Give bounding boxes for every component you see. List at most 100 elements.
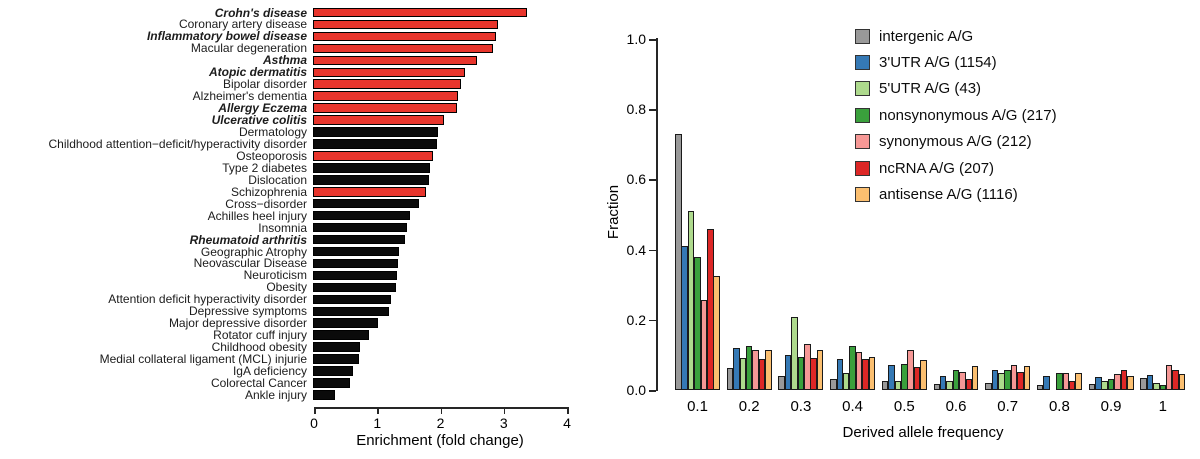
fraction-bar [784,354,792,390]
fraction-bar [862,359,869,390]
x-category-label: 0.3 [790,398,812,415]
fraction-bar [913,367,921,390]
fraction-bar [1075,373,1082,390]
disease-label: Rotator cuff injury [213,328,307,343]
disease-row: Dislocation [0,174,430,186]
fraction-bar [1023,366,1031,390]
fraction-y-axis-title: Fraction [605,184,622,240]
disease-label: Bipolar disorder [222,77,307,92]
disease-bar [313,79,461,89]
disease-bar [313,270,398,281]
fraction-bar [1017,371,1024,390]
disease-row: Rotator cuff injury [0,329,369,341]
disease-bar [313,139,437,149]
fraction-bar [687,210,695,390]
disease-row: Insomnia [0,222,408,234]
legend-swatch [855,28,870,44]
fraction-bar [855,352,863,390]
fraction-bar [1101,381,1108,390]
legend-label: 5'UTR A/G (43) [879,80,982,98]
disease-bar [313,282,396,293]
disease-row: Neovascular Disease [0,257,399,269]
legend-swatch [855,186,870,202]
disease-label: Depressive symptoms [188,304,307,319]
fraction-bar [830,379,837,390]
fraction-bar [752,349,759,390]
fraction-bar [791,316,798,390]
legend-item: intergenic A/G [855,27,973,45]
disease-row: Bipolar disorder [0,78,461,90]
disease-bar [313,294,392,305]
fraction-bar [745,345,753,390]
fraction-bar [726,368,734,390]
x-tick [377,407,379,414]
disease-row: Macular degeneration [0,42,493,54]
fraction-bar [933,383,940,390]
fraction-bar [778,375,785,390]
disease-row: Colorectal Cancer [0,377,350,389]
disease-row: Allergy Eczema [0,101,458,116]
legend-label: synonymous A/G (212) [879,133,1032,151]
x-category-label: 0.6 [945,398,967,415]
disease-label: Medial collateral ligament (MCL) injurie [99,352,307,367]
fraction-bar [836,359,843,390]
x-tick [503,407,506,414]
disease-label: Schizophrenia [230,184,307,199]
fraction-bar [1068,380,1076,390]
disease-row: Inflammatory bowel disease [0,30,497,42]
disease-row: Alzheimer's dementia [0,89,459,104]
disease-bar [313,19,499,30]
x-tick-label: 4 [563,415,571,431]
fraction-bar [1088,383,1096,390]
disease-row: Childhood obesity [0,341,360,353]
fraction-bar [713,275,720,390]
disease-row: Cross−disorder [0,196,420,211]
disease-row: Attention deficit hyperactivity disorder [0,293,392,305]
legend-label: nonsynonymous A/G (217) [879,106,1057,124]
disease-row: Asthma [0,54,478,66]
fraction-bar [810,357,817,390]
y-tick-label: 1.0 [626,31,646,47]
fraction-bar [1010,365,1018,390]
disease-label: Major depressive disorder [168,316,307,331]
fraction-bar [952,370,960,390]
disease-label: Colorectal Cancer [210,375,307,390]
fraction-bar [758,359,766,390]
disease-bar [313,103,458,113]
disease-row: Crohn's disease [0,7,527,19]
fraction-bar [881,381,889,390]
disease-label: Allergy Eczema [218,101,307,116]
disease-label: Alzheimer's dementia [192,89,307,104]
disease-row: Rheumatoid arthritis [0,234,405,246]
disease-bar [313,7,527,18]
disease-bar [313,366,354,376]
disease-row: Type 2 diabetes [0,162,430,174]
legend-item: synonymous A/G (212) [855,133,1032,151]
disease-bar [313,354,360,364]
fraction-bar [1120,370,1128,390]
disease-bar [313,67,465,77]
allele-frequency-chart: 0.0 0.2 0.4 0.6 0.8 1.0 Fraction 0.1 0.2 0.3 0.4… [600,0,1200,459]
fraction-bar [1062,373,1069,390]
disease-row: Coronary artery disease [0,18,499,30]
legend-swatch [855,107,870,123]
fraction-bar [901,363,908,390]
disease-label: Dermatology [238,125,307,139]
legend-item: 3'UTR A/G (1154) [855,53,997,71]
y-tick-label: 0.8 [626,101,646,118]
allele-frequency-x-axis-title: Derived allele frequency [842,424,1004,441]
y-tick [649,179,656,181]
fraction-bar [1159,384,1166,390]
fraction-bar [959,372,966,390]
x-category-label: 0.5 [893,398,915,415]
legend-item: antisense A/G (1116) [855,185,1018,203]
fraction-bar [1172,370,1179,390]
fraction-bar [991,370,999,390]
fraction-bar [946,380,953,390]
disease-bar [313,330,369,340]
disease-label: Cross−disorder [225,196,307,211]
fraction-bar [1165,365,1173,390]
disease-bar [313,306,389,316]
disease-row: Neuroticism [0,269,398,281]
y-tick [649,249,656,252]
